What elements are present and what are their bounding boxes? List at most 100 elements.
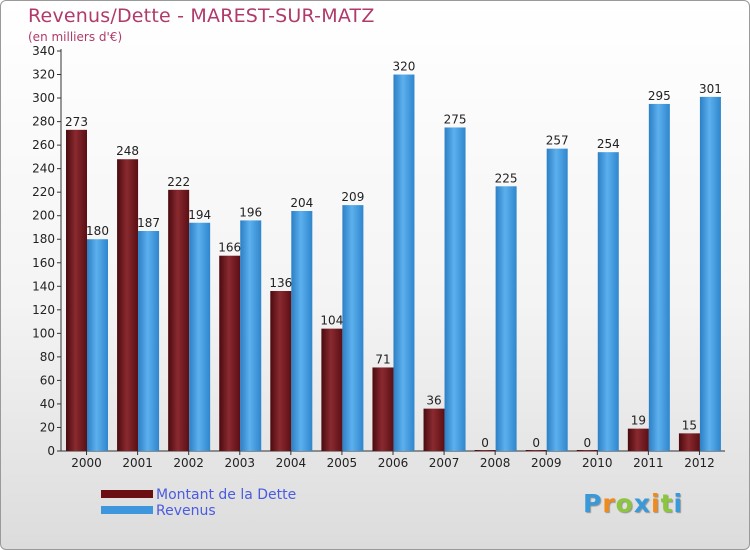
bar-dette-label: 71 (375, 352, 390, 366)
bar-revenus-label: 295 (648, 89, 671, 103)
bar-revenus (699, 96, 721, 451)
y-tick-label: 300 (32, 91, 55, 105)
bar-revenus (240, 220, 262, 451)
x-tick-label: 2001 (122, 456, 153, 470)
x-tick-label: 2000 (71, 456, 102, 470)
x-tick-label: 2006 (378, 456, 409, 470)
y-tick-label: 320 (32, 68, 55, 82)
bar-dette-label: 36 (426, 394, 441, 408)
bar-dette-label: 19 (631, 414, 646, 428)
x-tick-label: 2002 (173, 456, 204, 470)
bar-revenus-label: 320 (393, 60, 416, 74)
bar-dette (525, 450, 547, 451)
bar-revenus (393, 74, 415, 451)
bar-revenus-label: 209 (341, 190, 364, 204)
y-tick-label: 60 (40, 373, 55, 387)
proxiti-logo: Proxiti (583, 489, 683, 518)
bar-revenus (138, 231, 160, 451)
x-tick-label: 2011 (633, 456, 664, 470)
y-tick-label: 0 (47, 444, 55, 458)
logo-letter: t (660, 489, 674, 518)
bar-dette (168, 189, 190, 451)
bar-revenus-label: 204 (290, 196, 313, 210)
y-tick-label: 160 (32, 256, 55, 270)
bar-revenus (444, 127, 466, 452)
y-tick-label: 20 (40, 420, 55, 434)
bar-dette (423, 408, 445, 451)
y-tick-label: 260 (32, 138, 55, 152)
bar-dette (321, 328, 343, 451)
bar-revenus (597, 152, 619, 452)
bar-revenus (87, 239, 108, 451)
logo-letter: P (583, 489, 603, 518)
legend-swatch-revenus (101, 506, 153, 514)
bar-dette (474, 450, 496, 451)
bar-dette (270, 291, 292, 451)
x-tick-label: 2008 (480, 456, 511, 470)
bar-dette-label: 273 (65, 115, 88, 129)
bar-revenus-label: 180 (86, 224, 109, 238)
bar-dette-label: 0 (532, 436, 540, 450)
logo-letter: i (673, 489, 684, 518)
bar-revenus-label: 257 (546, 134, 569, 148)
y-tick-label: 120 (32, 303, 55, 317)
x-tick-label: 2009 (531, 456, 562, 470)
bar-revenus-label: 254 (597, 137, 620, 151)
bar-dette (219, 255, 241, 451)
bar-dette-label: 0 (583, 436, 591, 450)
y-tick-label: 280 (32, 115, 55, 129)
bar-revenus (291, 211, 313, 451)
bar-dette-label: 222 (167, 175, 190, 189)
y-tick-label: 180 (32, 232, 55, 246)
bar-dette-label: 0 (481, 436, 489, 450)
chart-title: Revenus/Dette - MAREST-SUR-MATZ (28, 5, 375, 27)
bar-revenus (189, 222, 211, 451)
bars-group (66, 74, 721, 452)
bar-revenus-label: 275 (444, 112, 467, 126)
y-tick-label: 40 (40, 397, 55, 411)
x-tick-label: 2005 (327, 456, 358, 470)
bar-revenus-label: 194 (188, 208, 211, 222)
bar-dette (576, 450, 598, 451)
x-tick-label: 2010 (582, 456, 613, 470)
y-tick-label: 220 (32, 185, 55, 199)
legend-label-revenus: Revenus (156, 503, 216, 519)
bar-revenus (342, 205, 364, 451)
y-tick-label: 240 (32, 162, 55, 176)
bar-dette (117, 159, 139, 451)
bar-dette-label: 166 (218, 241, 241, 255)
x-tick-label: 2004 (276, 456, 307, 470)
bar-revenus-label: 301 (699, 82, 722, 96)
bar-dette-label: 136 (269, 276, 292, 290)
logo-letter: x (633, 489, 651, 518)
bar-dette (372, 367, 394, 451)
legend-swatch-dette (101, 490, 153, 498)
y-tick-label: 100 (32, 326, 55, 340)
bar-revenus-label: 196 (239, 205, 262, 219)
x-tick-label: 2012 (684, 456, 715, 470)
bar-revenus (648, 103, 670, 452)
x-tick-label: 2003 (224, 456, 255, 470)
logo-letter: o (615, 489, 634, 518)
y-tick-label: 200 (32, 209, 55, 223)
bar-revenus-label: 187 (137, 216, 160, 230)
bar-dette-label: 104 (320, 314, 343, 328)
bar-dette (678, 433, 700, 451)
bar-revenus-label: 225 (495, 171, 518, 185)
x-tick-label: 2007 (429, 456, 460, 470)
labels-group: 273 180 248 187 222 194 166 196 136 204 104 209 71 32… (65, 60, 722, 450)
chart-subtitle: (en milliers d'€) (28, 30, 123, 44)
bar-revenus (495, 186, 517, 451)
y-tick-label: 340 (32, 44, 55, 58)
y-tick-label: 140 (32, 279, 55, 293)
y-tick-label: 80 (40, 350, 55, 364)
logo-letter: i (651, 489, 661, 518)
bar-dette (627, 428, 649, 451)
logo-letter: r (602, 489, 616, 518)
bar-dette (66, 129, 87, 451)
legend-label-dette: Montant de la Dette (156, 487, 297, 503)
bar-revenus (546, 148, 568, 451)
bar-dette-label: 248 (116, 144, 139, 158)
